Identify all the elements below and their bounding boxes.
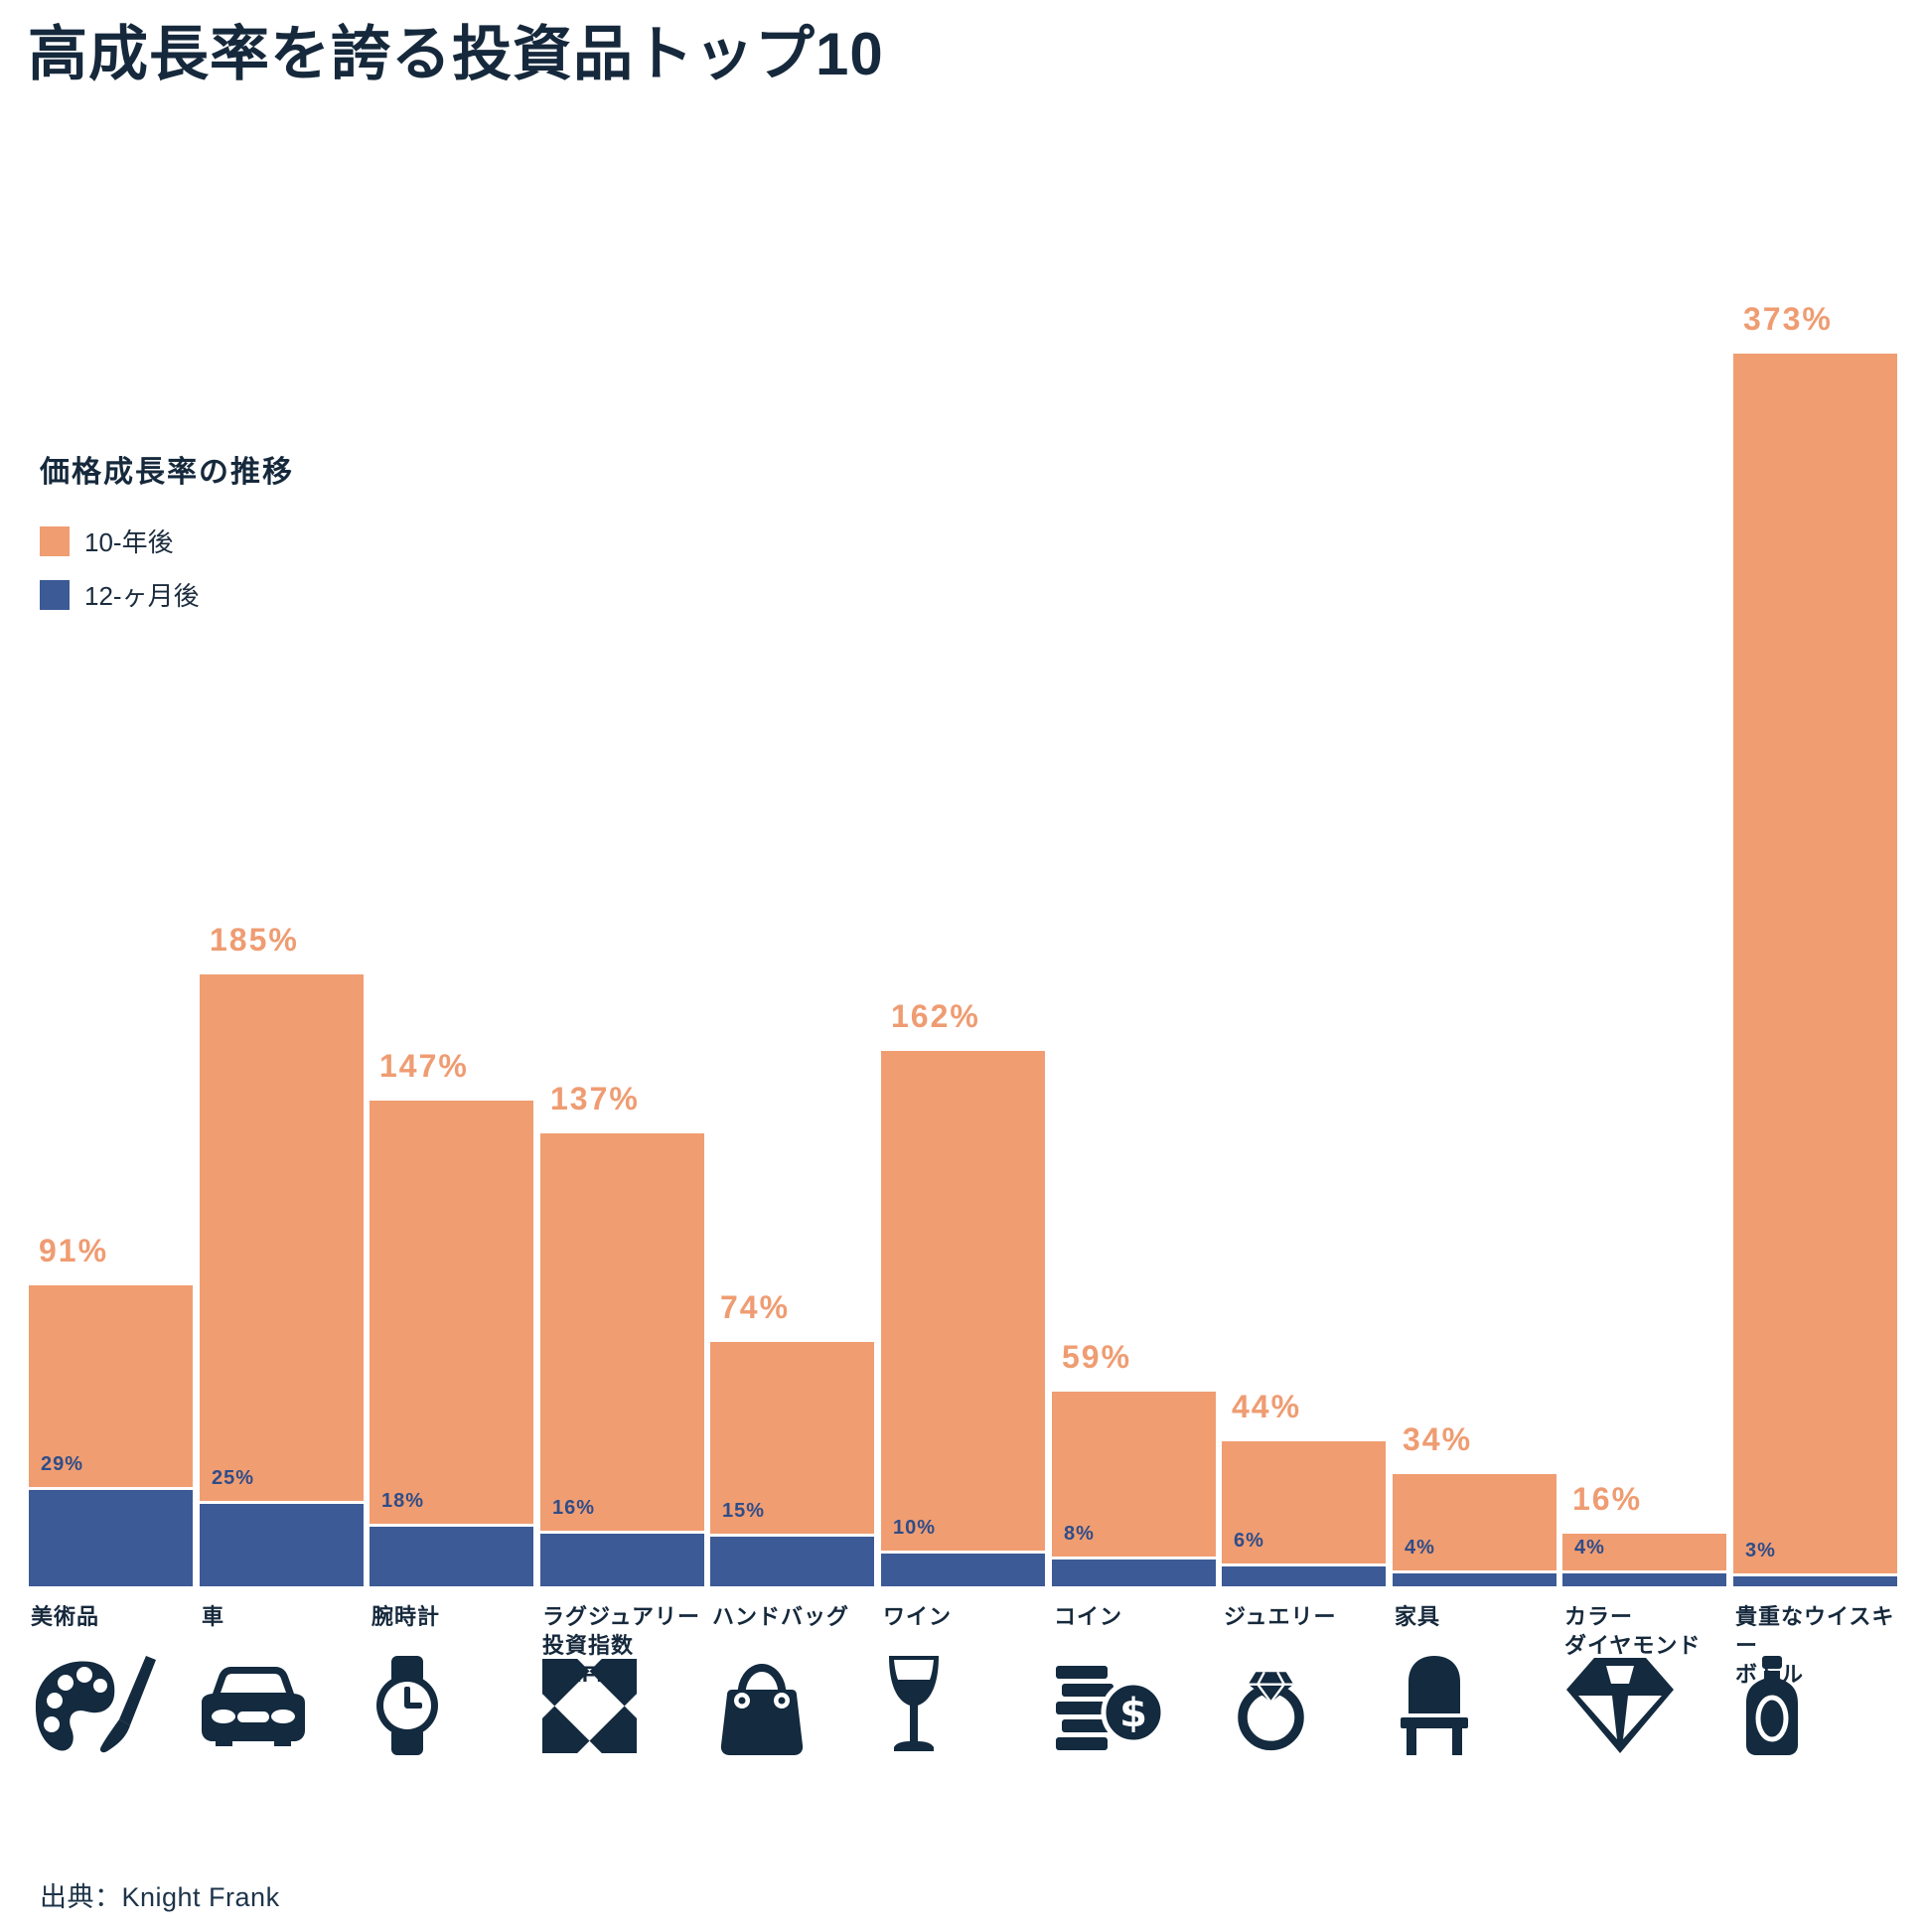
bar-12mo-0	[29, 1487, 193, 1586]
page-title: 高成長率を誇る投資品トップ10	[28, 21, 884, 87]
whisky-bottle-icon	[1735, 1656, 1809, 1755]
category-label-7: ジュエリー	[1224, 1604, 1337, 1629]
bar-12mo-5	[881, 1551, 1045, 1586]
legend-swatch-12mo	[40, 579, 70, 610]
bar-12mo-7	[1222, 1563, 1386, 1586]
category-label-8: 家具	[1395, 1604, 1441, 1629]
legend-item-10yr: 10-年後	[40, 522, 294, 559]
category-icon-wrap-0	[31, 1655, 160, 1756]
value-label-10yr-4: 74%	[720, 1289, 791, 1325]
value-label-12mo-10: 3%	[1745, 1540, 1776, 1561]
diamond-icon	[1564, 1656, 1676, 1755]
bar-10yr-6	[1052, 1392, 1216, 1586]
value-label-10yr-0: 91%	[39, 1233, 109, 1268]
value-label-10yr-2: 147%	[379, 1048, 469, 1084]
category-icon-wrap-8	[1395, 1655, 1474, 1756]
bar-12mo-1	[200, 1501, 364, 1586]
value-label-10yr-5: 162%	[891, 998, 980, 1034]
chart-legend: 価格成長率の推移 10-年後 12-ヶ月後	[40, 447, 294, 630]
value-label-10yr-6: 59%	[1062, 1339, 1132, 1375]
legend-swatch-10yr	[40, 525, 70, 556]
category-icon-wrap-1	[202, 1655, 305, 1756]
category-icon-wrap-3	[542, 1655, 637, 1756]
category-icon-wrap-6	[1054, 1655, 1165, 1756]
bar-12mo-9	[1562, 1570, 1726, 1586]
category-icon-wrap-2	[371, 1655, 443, 1756]
kflii-icon	[542, 1659, 637, 1753]
category-label-9: カラー ダイヤモンド	[1564, 1604, 1702, 1659]
palette-icon	[31, 1656, 160, 1755]
value-label-12mo-0: 29%	[41, 1453, 84, 1475]
category-label-2: 腕時計	[371, 1604, 441, 1629]
value-label-12mo-3: 16%	[552, 1497, 596, 1519]
category-label-6: コイン	[1054, 1604, 1123, 1629]
bar-10yr-2	[370, 1101, 533, 1586]
source-attribution: 出典：Knight Frank	[40, 1882, 280, 1912]
handbag-icon	[712, 1656, 812, 1755]
value-label-12mo-8: 4%	[1405, 1537, 1435, 1559]
value-label-12mo-9: 4%	[1574, 1537, 1605, 1559]
bar-12mo-6	[1052, 1557, 1216, 1586]
category-icon-wrap-7	[1224, 1655, 1318, 1756]
value-label-12mo-6: 8%	[1064, 1523, 1095, 1545]
ring-icon	[1224, 1659, 1318, 1753]
value-label-12mo-4: 15%	[722, 1500, 766, 1522]
value-label-10yr-9: 16%	[1572, 1481, 1643, 1517]
bar-12mo-4	[710, 1534, 874, 1586]
value-label-10yr-7: 44%	[1232, 1389, 1302, 1424]
value-label-10yr-10: 373%	[1743, 301, 1833, 337]
legend-item-12mo: 12-ヶ月後	[40, 576, 294, 613]
bar-12mo-3	[540, 1531, 704, 1586]
bar-10yr-1	[200, 974, 364, 1586]
bar-10yr-8	[1393, 1474, 1556, 1586]
value-label-12mo-2: 18%	[381, 1490, 425, 1512]
category-label-0: 美術品	[31, 1604, 100, 1629]
car-icon	[202, 1665, 305, 1746]
category-label-1: 車	[202, 1604, 225, 1629]
value-label-12mo-7: 6%	[1234, 1530, 1264, 1552]
category-label-4: ハンドバッグ	[712, 1604, 850, 1629]
bar-12mo-2	[370, 1524, 533, 1586]
bar-10yr-3	[540, 1133, 704, 1586]
bar-12mo-8	[1393, 1570, 1556, 1586]
category-label-5: ワイン	[883, 1604, 953, 1629]
chair-icon	[1395, 1656, 1474, 1755]
value-label-10yr-8: 34%	[1403, 1421, 1473, 1457]
bar-10yr-5	[881, 1051, 1045, 1586]
legend-label-10yr: 10-年後	[84, 527, 174, 557]
watch-icon	[371, 1656, 443, 1755]
legend-label-12mo: 12-ヶ月後	[84, 581, 200, 611]
category-icon-wrap-10	[1735, 1655, 1809, 1756]
legend-heading: 価格成長率の推移	[40, 456, 294, 489]
value-label-12mo-1: 25%	[212, 1467, 255, 1489]
category-icon-wrap-9	[1564, 1655, 1676, 1756]
category-icon-wrap-5	[883, 1655, 945, 1756]
bar-10yr-10	[1733, 354, 1897, 1586]
value-label-10yr-3: 137%	[550, 1081, 640, 1116]
value-label-12mo-5: 10%	[893, 1517, 937, 1539]
bar-10yr-7	[1222, 1441, 1386, 1586]
category-icon-wrap-4	[712, 1655, 812, 1756]
wine-glass-icon	[883, 1656, 945, 1755]
value-label-10yr-1: 185%	[210, 922, 299, 958]
bar-12mo-10	[1733, 1573, 1897, 1586]
coins-icon	[1054, 1656, 1165, 1755]
